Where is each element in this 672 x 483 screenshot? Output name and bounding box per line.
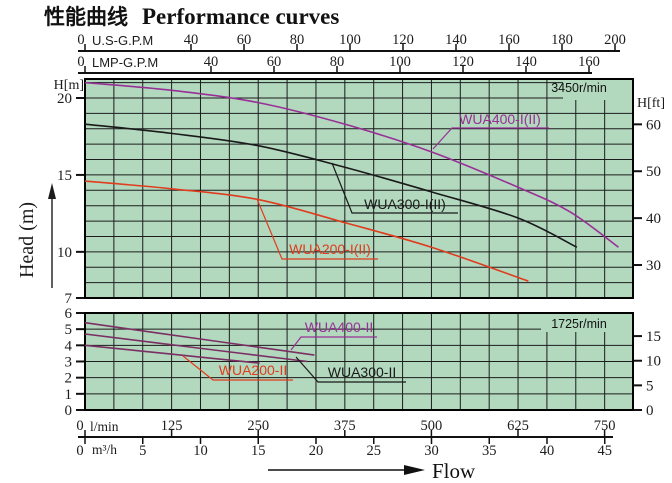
series-label-wua200-ii: WUA200-II: [219, 362, 287, 378]
lower-right-tick-label: 15: [646, 329, 661, 345]
curve-wua200-i-ii-: [84, 180, 529, 282]
lower-left-tick-label: 5: [65, 322, 73, 338]
upper-left-tick-label: 20: [57, 91, 72, 107]
usgpm-tick-label: 140: [445, 32, 467, 48]
upper-right-tick-label: 60: [646, 117, 661, 133]
lower-right-tick-label: 10: [646, 354, 661, 370]
lower-left-tick-label: 6: [65, 306, 73, 322]
lower-panel-border: [84, 312, 634, 411]
label-leader-wua200-i-ii-: [256, 198, 378, 260]
lmin-tick-label: 625: [507, 418, 529, 434]
lmpgpm-tick-label: 80: [330, 54, 345, 70]
lmpgpm-axis-label: LMP-G.P.M: [92, 55, 158, 70]
m3h-tick-label: 45: [598, 443, 613, 459]
lower-left-tick-label: 2: [65, 371, 73, 387]
lmpgpm-tick-label: 100: [389, 54, 411, 70]
m3h-tick-label: 10: [193, 443, 208, 459]
lower-left-tick-label: 4: [65, 338, 73, 354]
usgpm-tick-label: 60: [237, 32, 252, 48]
curve-wua300-i-ii-: [84, 123, 578, 248]
usgpm-tick-label: 120: [392, 32, 414, 48]
lmin-tick-label: 500: [421, 418, 443, 434]
upper-right-tick-label: 50: [646, 164, 661, 180]
head-axis-title: Head (m): [16, 202, 38, 278]
upper-right-tick-label: 30: [646, 258, 661, 274]
lmin-tick-label: 750: [594, 418, 616, 434]
label-leader-wua200-ii: [182, 355, 293, 381]
m3h-axis-label: m³/h: [92, 442, 117, 457]
series-label-wua300-ii: WUA300-II: [328, 364, 396, 380]
upper-panel-border: [84, 78, 634, 299]
lmpgpm-tick-label: 140: [515, 54, 537, 70]
m3h-tick-label: 25: [367, 443, 382, 459]
lower-panel-speed-label: 1725r/min: [551, 317, 607, 331]
upper-left-tick-label: 7: [65, 291, 73, 307]
m3h-tick-label: 15: [251, 443, 266, 459]
label-leader-wua400-i-ii-: [432, 127, 549, 150]
lower-left-tick-label: 0: [65, 403, 73, 419]
flow-axis-title: Flow: [432, 459, 476, 483]
label-leader-wua300-ii: [295, 356, 406, 383]
series-label-wua400-ii: WUA400-II: [305, 319, 373, 335]
title-english: Performance curves: [142, 4, 340, 29]
series-label-wua200-i-ii-: WUA200-I(II): [289, 241, 371, 257]
lower-right-tick-label: 0: [646, 403, 654, 419]
lower-speed-label-patch: [541, 314, 632, 332]
lmpgpm-tick-label: 40: [204, 54, 219, 70]
m3h-tick-label: 0: [76, 443, 83, 459]
m3h-tick-label: 5: [139, 443, 146, 459]
head-ft-unit-label: H[ft]: [637, 96, 665, 111]
m3h-tick-label: 40: [540, 443, 555, 459]
upper-left-tick-label: 15: [57, 168, 72, 184]
curve-wua400-i-ii-: [84, 81, 619, 248]
lmpgpm-tick-label: 60: [267, 54, 282, 70]
lmin-tick-label: 0: [76, 418, 83, 434]
page-title: 性能曲线 Performance curves: [44, 1, 339, 31]
usgpm-tick-label: 0: [77, 32, 84, 48]
usgpm-tick-label: 80: [290, 32, 305, 48]
series-label-wua400-i-ii-: WUA400-I(II): [459, 111, 541, 127]
lower-left-tick-label: 1: [65, 387, 73, 403]
lmpgpm-tick-label: 160: [578, 54, 600, 70]
lmin-tick-label: 250: [247, 418, 269, 434]
lmpgpm-tick-label: 0: [77, 54, 84, 70]
lower-right-tick-label: 5: [646, 378, 654, 394]
usgpm-tick-label: 160: [498, 32, 520, 48]
series-label-wua300-i-ii-: WUA300-I(II): [364, 196, 446, 212]
upper-speed-label-patch: [563, 80, 632, 100]
title-chinese: 性能曲线: [44, 6, 128, 29]
usgpm-tick-label: 180: [551, 32, 573, 48]
curve-wua200-ii: [84, 344, 260, 364]
curve-wua300-ii: [84, 333, 308, 363]
lmin-axis-label: l/min: [90, 419, 119, 434]
label-leader-wua300-i-ii-: [331, 162, 458, 214]
m3h-tick-label: 20: [309, 443, 324, 459]
upper-panel-speed-label: 3450r/min: [551, 81, 607, 95]
head-axis-arrowhead-icon: [48, 183, 56, 199]
upper-left-tick-label: 10: [57, 245, 72, 261]
upper-right-tick-label: 40: [646, 211, 661, 227]
m3h-tick-label: 35: [482, 443, 497, 459]
lmin-tick-label: 375: [334, 418, 356, 434]
lmpgpm-tick-label: 120: [452, 54, 474, 70]
usgpm-tick-label: 40: [184, 32, 199, 48]
m3h-tick-label: 30: [424, 443, 439, 459]
head-m-unit-label: H[m]: [54, 78, 84, 93]
usgpm-tick-label: 100: [339, 32, 361, 48]
label-leader-wua400-ii: [290, 336, 377, 351]
lmin-tick-label: 125: [161, 418, 183, 434]
usgpm-axis-label: U.S-G.P.M: [92, 33, 153, 48]
usgpm-tick-label: 200: [604, 32, 626, 48]
lower-left-tick-label: 3: [65, 354, 73, 370]
flow-arrowhead-icon: [404, 465, 425, 475]
curve-wua400-ii: [84, 321, 315, 356]
